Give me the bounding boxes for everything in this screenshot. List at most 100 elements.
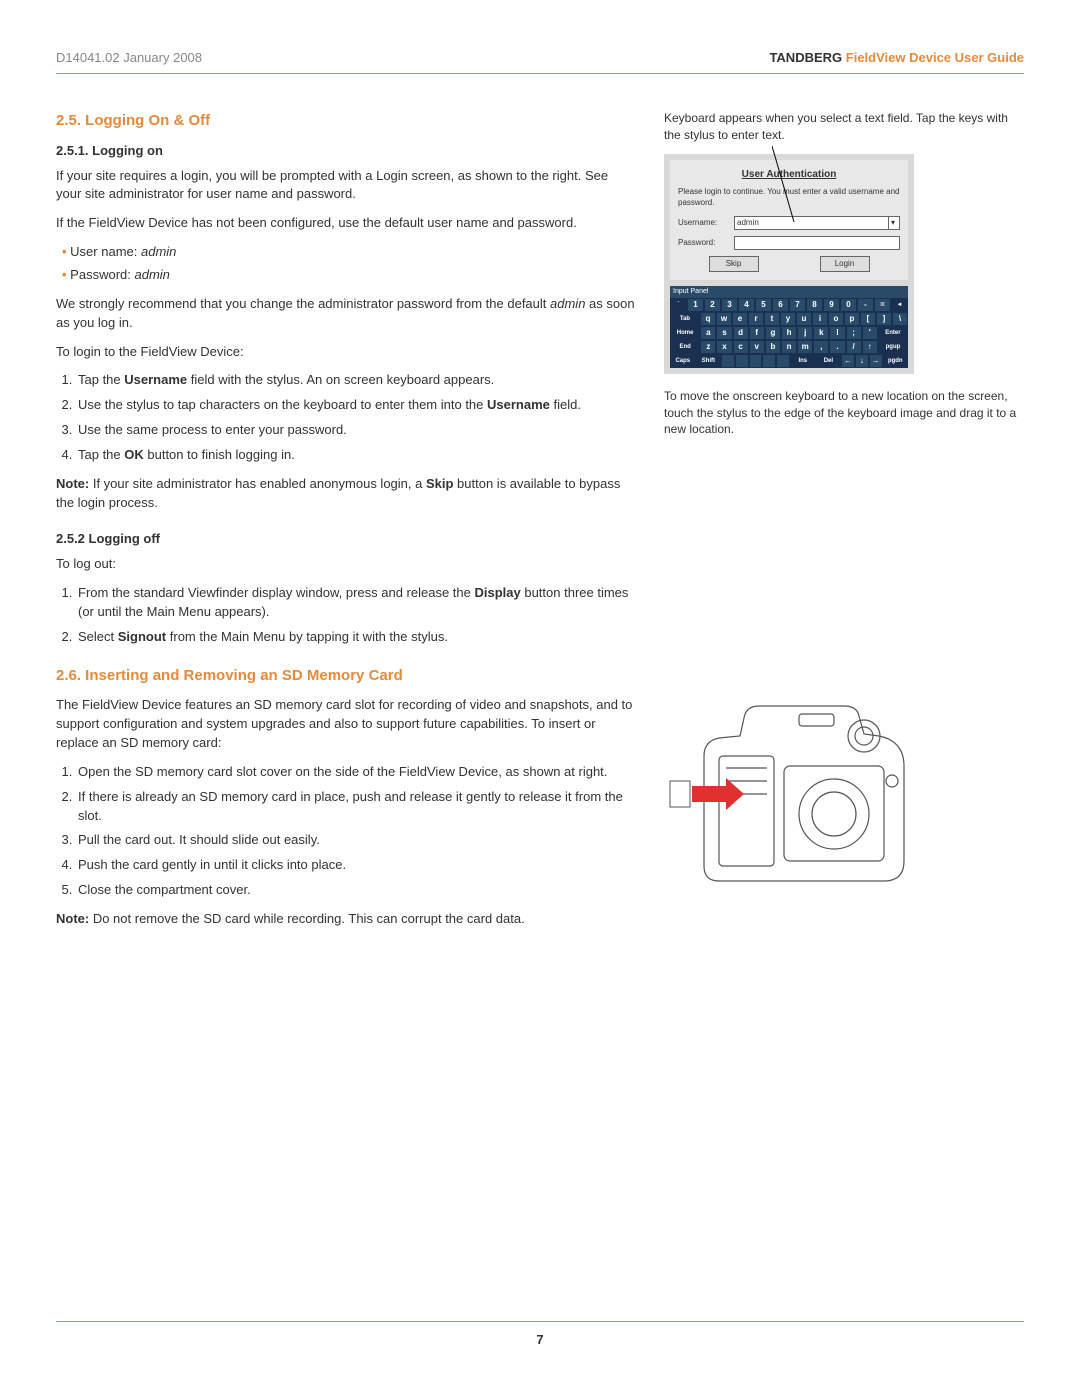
kbd-key[interactable]: s [716, 326, 732, 340]
caption-move-keyboard: To move the onscreen keyboard to a new l… [664, 388, 1024, 438]
p-logout-intro: To log out: [56, 555, 636, 574]
logout-steps: From the standard Viewfinder display win… [76, 584, 636, 647]
kbd-key[interactable]: o [828, 312, 844, 326]
kbd-key[interactable]: ↓ [855, 354, 869, 368]
kbd-key[interactable]: 5 [755, 298, 772, 312]
kbd-key[interactable]: ' [862, 326, 878, 340]
kbd-key[interactable]: b [765, 340, 781, 354]
logout-step-2: Select Signout from the Main Menu by tap… [76, 628, 636, 647]
kbd-key[interactable]: ↑ [862, 340, 878, 354]
kbd-key[interactable]: End [670, 340, 700, 354]
kbd-key[interactable]: d [733, 326, 749, 340]
kbd-key[interactable] [776, 354, 790, 368]
kbd-key[interactable] [735, 354, 749, 368]
kbd-key[interactable]: \ [892, 312, 908, 326]
kbd-key[interactable]: Home [670, 326, 700, 340]
kbd-key[interactable]: a [700, 326, 716, 340]
sd-step-5: Close the compartment cover. [76, 881, 636, 900]
kbd-key[interactable]: z [700, 340, 716, 354]
title-suffix: FieldView Device User Guide [846, 50, 1024, 65]
login-step-3: Use the same process to enter your passw… [76, 421, 636, 440]
section-2-5-1-heading: 2.5.1. Logging on [56, 142, 636, 161]
kbd-key[interactable]: ◄ [891, 298, 908, 312]
kbd-key[interactable]: 2 [704, 298, 721, 312]
kbd-key[interactable]: . [829, 340, 845, 354]
kbd-key[interactable]: Shift [696, 354, 722, 368]
device-illustration [664, 686, 924, 896]
kbd-key[interactable]: 3 [721, 298, 738, 312]
kbd-key[interactable]: m [797, 340, 813, 354]
auth-message: Please login to continue. You must enter… [678, 186, 900, 208]
kbd-key[interactable]: n [781, 340, 797, 354]
kbd-key[interactable]: k [813, 326, 829, 340]
password-row: Password: [678, 236, 900, 250]
kbd-key[interactable]: t [764, 312, 780, 326]
kbd-key[interactable]: c [733, 340, 749, 354]
kbd-key[interactable]: g [765, 326, 781, 340]
page-footer: 7 [56, 1321, 1024, 1347]
brand: TANDBERG [769, 50, 842, 65]
login-step-4: Tap the OK button to finish logging in. [76, 446, 636, 465]
kbd-key[interactable]: ← [841, 354, 855, 368]
kbd-key[interactable]: l [829, 326, 845, 340]
kbd-key[interactable]: 7 [789, 298, 806, 312]
kbd-key[interactable]: pgup [878, 340, 908, 354]
kbd-key[interactable]: e [732, 312, 748, 326]
kbd-key[interactable]: 0 [840, 298, 857, 312]
kbd-key[interactable]: - [857, 298, 874, 312]
kbd-key[interactable]: , [813, 340, 829, 354]
section-2-6-heading: 2.6. Inserting and Removing an SD Memory… [56, 665, 636, 687]
username-input[interactable]: admin▾ [734, 216, 900, 230]
side-column: Keyboard appears when you select a text … [664, 110, 1024, 939]
kbd-key[interactable]: ] [876, 312, 892, 326]
kbd-key[interactable]: 8 [806, 298, 823, 312]
kbd-key[interactable]: v [749, 340, 765, 354]
kbd-key[interactable]: p [844, 312, 860, 326]
skip-button[interactable]: Skip [709, 256, 759, 272]
sd-step-3: Pull the card out. It should slide out e… [76, 831, 636, 850]
kbd-key[interactable]: f [749, 326, 765, 340]
kbd-key[interactable] [762, 354, 776, 368]
kbd-key[interactable]: Tab [670, 312, 700, 326]
kbd-key[interactable] [749, 354, 763, 368]
kbd-key[interactable]: 4 [738, 298, 755, 312]
login-button[interactable]: Login [820, 256, 870, 272]
kbd-key[interactable]: w [716, 312, 732, 326]
sd-note: Note: Do not remove the SD card while re… [56, 910, 636, 929]
kbd-key[interactable]: r [748, 312, 764, 326]
kbd-key[interactable]: ; [846, 326, 862, 340]
kbd-key[interactable]: = [874, 298, 891, 312]
kbd-key[interactable]: [ [860, 312, 876, 326]
p-sd-intro: The FieldView Device features an SD memo… [56, 696, 636, 753]
section-2-5-2-heading: 2.5.2 Logging off [56, 530, 636, 549]
kbd-key[interactable]: j [797, 326, 813, 340]
kbd-key[interactable]: u [796, 312, 812, 326]
kbd-key[interactable]: → [869, 354, 883, 368]
kbd-key[interactable]: pgdn [883, 354, 909, 368]
kbd-key[interactable]: ` [670, 298, 687, 312]
kbd-key[interactable]: i [812, 312, 828, 326]
kbd-key[interactable] [721, 354, 735, 368]
dropdown-arrow-icon[interactable]: ▾ [888, 217, 897, 228]
kbd-key[interactable]: Del [816, 354, 842, 368]
kbd-key[interactable]: 9 [823, 298, 840, 312]
login-note: Note: If your site administrator has ena… [56, 475, 636, 513]
auth-title: User Authentication [678, 168, 900, 182]
kbd-key[interactable]: / [846, 340, 862, 354]
password-input[interactable] [734, 236, 900, 250]
kbd-key[interactable]: Caps [670, 354, 696, 368]
username-label: Username: [678, 217, 728, 228]
kbd-key[interactable]: Enter [878, 326, 908, 340]
kbd-key[interactable]: 6 [772, 298, 789, 312]
kbd-key[interactable]: x [716, 340, 732, 354]
keyboard-title: Input Panel [670, 286, 908, 298]
kbd-key[interactable]: 1 [687, 298, 704, 312]
password-label: Password: [678, 237, 728, 248]
kbd-key[interactable]: q [700, 312, 716, 326]
kbd-key[interactable]: Ins [790, 354, 816, 368]
bullet-username: User name: admin [62, 243, 636, 262]
kbd-key[interactable]: h [781, 326, 797, 340]
kbd-key[interactable]: y [780, 312, 796, 326]
auth-panel: User Authentication Please login to cont… [670, 160, 908, 280]
bullet-password: Password: admin [62, 266, 636, 285]
